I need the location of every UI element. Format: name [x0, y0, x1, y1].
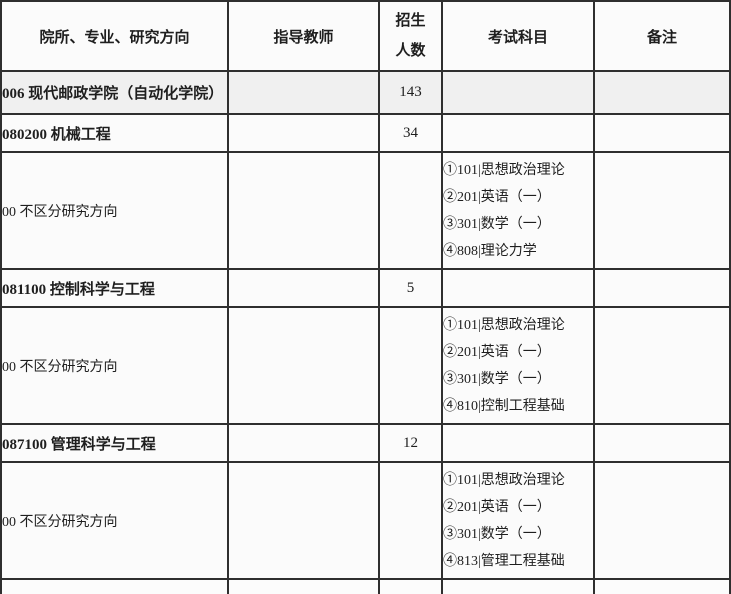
table-row-major: 087100 管理科学与工程 12 [0, 423, 731, 463]
exam-subject-line: ④810|控制工程基础 [443, 398, 565, 414]
advisor-cell [227, 268, 380, 308]
advisor-cell [227, 113, 380, 153]
program-name-cell: 00 不区分研究方向 [0, 306, 229, 425]
advisor-cell [227, 306, 380, 425]
quota-cell: 12 [378, 423, 443, 463]
note-cell [593, 578, 731, 594]
quota-cell [378, 306, 443, 425]
col-header-note: 备注 [593, 0, 731, 72]
table-row-partial [0, 578, 731, 594]
exam-subject-line: ②201|英语（一） [443, 499, 551, 515]
exam-subject-line: ③301|数学（一） [443, 371, 551, 387]
quota-cell: 34 [378, 113, 443, 153]
quota-cell [378, 578, 443, 594]
quota-cell [378, 151, 443, 270]
program-name-cell: 080200 机械工程 [0, 113, 229, 153]
note-cell [593, 461, 731, 580]
table-row-direction: 00 不区分研究方向 ①101|思想政治理论 ②201|英语（一） ③301|数学（一… [0, 461, 731, 580]
program-name-cell: 087100 管理科学与工程 [0, 423, 229, 463]
exam-subject-line: ③301|数学（一） [443, 526, 551, 542]
program-name-cell: 00 不区分研究方向 [0, 151, 229, 270]
col-header-quota: 招生 人数 [378, 0, 443, 72]
advisor-cell [227, 578, 380, 594]
quota-cell: 143 [378, 70, 443, 115]
exam-subject-line: ①101|思想政治理论 [443, 317, 565, 333]
note-cell [593, 268, 731, 308]
exam-subject-line: ④808|理论力学 [443, 243, 537, 259]
note-cell [593, 70, 731, 115]
advisor-cell [227, 70, 380, 115]
table-row-direction: 00 不区分研究方向 ①101|思想政治理论 ②201|英语（一） ③301|数学（一… [0, 306, 731, 425]
table-row-institute: 006 现代邮政学院（自动化学院） 143 [0, 70, 731, 115]
program-name-cell: 00 不区分研究方向 [0, 461, 229, 580]
exam-subject-line: ①101|思想政治理论 [443, 162, 565, 178]
exam-subjects-cell [441, 268, 595, 308]
exam-subjects-cell [441, 113, 595, 153]
col-header-quota-line1: 招生 [395, 13, 426, 29]
exam-subject-line: ①101|思想政治理论 [443, 472, 565, 488]
quota-cell [378, 461, 443, 580]
quota-cell: 5 [378, 268, 443, 308]
exam-subjects-cell: ①101|思想政治理论 ②201|英语（一） ③301|数学（一） ④813|管理工程… [441, 461, 595, 580]
program-name-cell: 081100 控制科学与工程 [0, 268, 229, 308]
exam-subjects-cell [441, 70, 595, 115]
col-header-quota-line2: 人数 [395, 43, 426, 59]
col-header-advisor: 指导教师 [227, 0, 380, 72]
note-cell [593, 113, 731, 153]
program-name-cell: 006 现代邮政学院（自动化学院） [0, 70, 229, 115]
exam-subject-line: ③301|数学（一） [443, 216, 551, 232]
header-row: 院所、专业、研究方向 指导教师 招生 人数 考试科目 备注 [0, 0, 731, 72]
note-cell [593, 423, 731, 463]
exam-subject-line: ②201|英语（一） [443, 189, 551, 205]
col-header-subjects: 考试科目 [441, 0, 595, 72]
exam-subjects-cell [441, 578, 595, 594]
exam-subjects-cell: ①101|思想政治理论 ②201|英语（一） ③301|数学（一） ④808|理论力学 [441, 151, 595, 270]
advisor-cell [227, 461, 380, 580]
col-header-program: 院所、专业、研究方向 [0, 0, 229, 72]
exam-subjects-cell [441, 423, 595, 463]
program-name-cell [0, 578, 229, 594]
table-row-major: 080200 机械工程 34 [0, 113, 731, 153]
table-row-direction: 00 不区分研究方向 ①101|思想政治理论 ②201|英语（一） ③301|数学（一… [0, 151, 731, 270]
advisor-cell [227, 151, 380, 270]
advisor-cell [227, 423, 380, 463]
note-cell [593, 306, 731, 425]
table-row-major: 081100 控制科学与工程 5 [0, 268, 731, 308]
exam-subject-line: ④813|管理工程基础 [443, 553, 565, 569]
exam-subjects-cell: ①101|思想政治理论 ②201|英语（一） ③301|数学（一） ④810|控制工程… [441, 306, 595, 425]
exam-subject-line: ②201|英语（一） [443, 344, 551, 360]
note-cell [593, 151, 731, 270]
